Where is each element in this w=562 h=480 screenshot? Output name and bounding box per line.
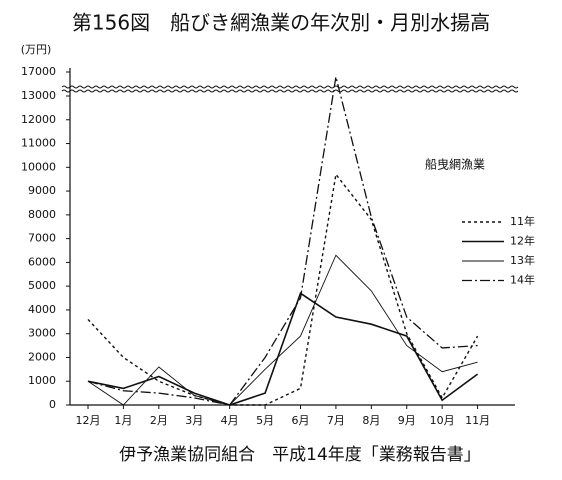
y-tick-label: 13000 [21,89,56,102]
y-tick-label: 2000 [28,350,56,363]
y-tick-label: 7000 [28,232,56,245]
legend-label: 12年 [510,234,535,248]
x-tick-label: 10月 [430,414,455,427]
legend-label: 11年 [510,214,535,228]
y-tick-label: 6000 [28,255,56,268]
y-tick-label: 4000 [28,303,56,316]
y-tick-label: 1000 [28,374,56,387]
subtitle: 船曳網漁業 [425,158,485,172]
series-line [87,292,479,406]
axis-break [61,85,519,89]
legend-label: 14年 [510,273,535,287]
x-tick-label: 11月 [465,414,490,427]
x-tick-label: 8月 [362,414,380,427]
series-line [87,76,478,406]
x-tick-label: 2月 [150,414,168,427]
y-tick-label: 17000 [21,65,56,78]
x-tick-label: 1月 [114,414,132,427]
y-tick-label: 5000 [28,279,56,292]
legend-label: 13年 [510,253,535,267]
y-tick-label: 10000 [21,160,56,173]
x-tick-label: 3月 [185,414,203,427]
series-line [87,172,479,406]
y-tick-label: 3000 [28,327,56,340]
x-tick-label: 5月 [256,414,274,427]
axis-break [61,89,519,93]
y-tick-label: 11000 [21,137,56,150]
y-tick-label: 8000 [28,208,56,221]
x-tick-label: 12月 [76,414,101,427]
chart-title: 第156図 船びき網漁業の年次別・月別水揚高 [72,11,490,35]
y-tick-label: 12000 [21,113,56,126]
x-tick-label: 6月 [292,414,310,427]
source: 伊予漁業協同組合 平成14年度「業務報告書」 [119,445,481,465]
y-tick-label: 9000 [28,184,56,197]
y-tick-label: 0 [49,398,56,411]
x-tick-label: 9月 [398,414,416,427]
y-unit: (万円) [21,43,52,56]
x-tick-label: 4月 [221,414,239,427]
x-tick-label: 7月 [327,414,345,427]
series-line [87,254,478,406]
